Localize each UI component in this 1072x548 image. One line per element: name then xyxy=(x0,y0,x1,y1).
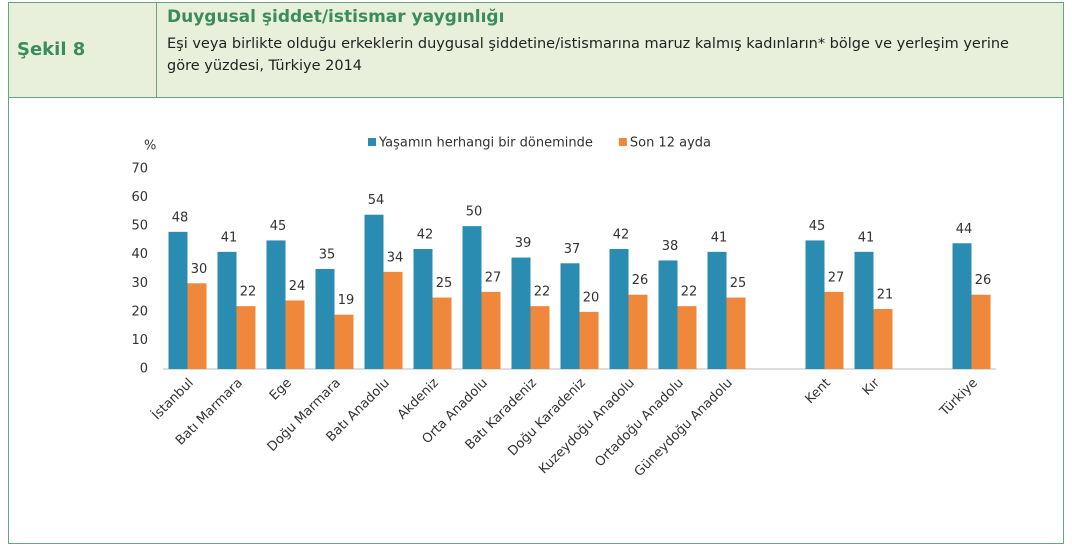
value-label: 27 xyxy=(485,270,502,285)
bar xyxy=(579,311,599,369)
bar xyxy=(217,251,237,369)
x-tick-label: Ortadoğu Anadolu xyxy=(592,376,686,470)
value-label: 19 xyxy=(338,293,355,308)
figure-subtitle: Eşi veya birlikte olduğu erkeklerin duyg… xyxy=(167,36,1009,74)
y-tick-label: 10 xyxy=(131,333,148,348)
bar xyxy=(481,291,501,369)
bar xyxy=(187,283,207,369)
value-label: 22 xyxy=(681,285,698,300)
value-label: 41 xyxy=(711,230,728,245)
bar xyxy=(266,240,286,369)
bar xyxy=(824,291,844,369)
y-tick-label: 40 xyxy=(131,247,148,262)
bar xyxy=(726,297,746,369)
value-label: 34 xyxy=(387,250,404,265)
y-tick-label: 0 xyxy=(140,362,148,377)
bar xyxy=(854,251,874,369)
x-tick-label: Ege xyxy=(267,376,295,404)
value-label: 45 xyxy=(270,219,287,234)
bar xyxy=(707,251,727,369)
bar xyxy=(285,300,305,369)
bar xyxy=(560,263,580,369)
bar xyxy=(432,297,452,369)
value-label: 37 xyxy=(564,242,581,257)
value-label: 26 xyxy=(632,273,649,288)
figure-frame: Şekil 8 Duygusal şiddet/istismar yaygınl… xyxy=(8,2,1064,544)
value-label: 42 xyxy=(613,228,630,243)
legend-swatch xyxy=(618,138,627,146)
bar xyxy=(462,226,482,369)
value-label: 35 xyxy=(319,248,336,263)
y-tick-label: 50 xyxy=(131,219,148,234)
bar xyxy=(805,240,825,369)
bar xyxy=(383,271,403,369)
value-label: 39 xyxy=(515,236,532,251)
value-label: 25 xyxy=(436,276,453,291)
legend-swatch xyxy=(368,138,376,146)
value-label: 24 xyxy=(289,279,306,294)
bar xyxy=(364,214,384,369)
figure-title: Duygusal şiddet/istismar yaygınlığı xyxy=(167,7,505,27)
value-label: 38 xyxy=(662,239,679,254)
value-label: 41 xyxy=(221,230,238,245)
x-tick-label: Güneydoğu Anadolu xyxy=(632,376,736,480)
value-label: 42 xyxy=(417,228,434,243)
bar xyxy=(511,257,531,369)
value-label: 41 xyxy=(858,230,875,245)
value-label: 25 xyxy=(730,276,747,291)
bar xyxy=(628,294,648,369)
value-label: 26 xyxy=(975,273,992,288)
value-label: 45 xyxy=(809,219,826,234)
value-label: 20 xyxy=(583,290,600,305)
x-tick-label: Kent xyxy=(803,376,834,407)
value-label: 22 xyxy=(240,285,257,300)
bar xyxy=(952,243,972,369)
legend-label: Yaşamın herhangi bir döneminde xyxy=(378,136,593,151)
bar xyxy=(315,269,335,369)
bar xyxy=(413,249,433,369)
x-tick-label: İstanbul xyxy=(149,375,197,423)
x-tick-label: Kuzeydoğu Anadolu xyxy=(536,376,638,478)
bar xyxy=(334,314,354,369)
value-label: 54 xyxy=(368,193,385,208)
value-label: 22 xyxy=(534,285,551,300)
y-tick-label: 60 xyxy=(131,190,148,205)
bar xyxy=(236,306,256,369)
value-label: 48 xyxy=(172,210,189,225)
bar xyxy=(168,231,188,369)
bar xyxy=(530,306,550,369)
x-tick-label: Kır xyxy=(860,375,883,398)
value-label: 30 xyxy=(191,262,208,277)
bar xyxy=(677,306,697,369)
bar xyxy=(971,294,991,369)
value-label: 27 xyxy=(828,270,845,285)
header: Şekil 8 Duygusal şiddet/istismar yaygınl… xyxy=(9,3,1063,98)
y-tick-label: 70 xyxy=(131,162,148,177)
value-label: 21 xyxy=(877,288,894,303)
x-tick-label: Akdeniz xyxy=(395,376,442,423)
y-tick-label: 20 xyxy=(131,304,148,319)
y-axis-label: % xyxy=(144,139,156,154)
bar xyxy=(658,260,678,369)
legend-label: Son 12 ayda xyxy=(630,136,711,151)
bar xyxy=(609,249,629,369)
y-tick-label: 30 xyxy=(131,276,148,291)
figure-label: Şekil 8 xyxy=(9,3,157,97)
bar xyxy=(873,309,893,369)
value-label: 44 xyxy=(956,222,973,237)
x-tick-label: Türkiye xyxy=(937,376,981,420)
value-label: 50 xyxy=(466,205,483,220)
